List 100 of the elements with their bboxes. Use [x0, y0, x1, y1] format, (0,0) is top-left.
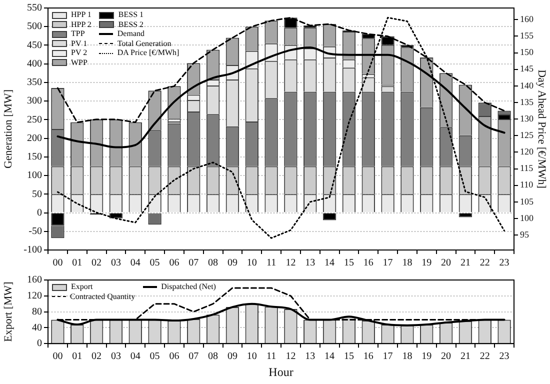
- x-tick-label: 21: [460, 351, 470, 362]
- y-tick-label: 200: [27, 132, 42, 144]
- x-tick-label: 17: [382, 351, 393, 362]
- y2-tick-label: 120: [520, 146, 534, 157]
- x-tick-label: 17: [382, 258, 393, 269]
- x-tick-label: 10: [246, 351, 257, 362]
- y2-tick-label: 155: [520, 30, 534, 41]
- y2-tick-label: 130: [520, 113, 534, 124]
- y2-tick-label: 145: [520, 64, 534, 74]
- y-axis-title: Generation [MW]: [2, 89, 14, 169]
- x-tick-label: 06: [169, 258, 180, 269]
- y2-tick-label: 150: [520, 47, 534, 58]
- y-tick-label: 150: [27, 152, 42, 163]
- legend-label: DA Price [€/MWh]: [117, 48, 180, 57]
- x-tick-label: 05: [150, 351, 160, 362]
- y-tick-label: 500: [27, 21, 42, 32]
- y-tick-label: 100: [27, 170, 42, 182]
- y-tick-label: 120: [27, 290, 42, 302]
- legend-label: Export: [71, 282, 93, 291]
- legend-label: Contracted Quantity: [70, 292, 136, 300]
- y-tick-label: 300: [27, 96, 42, 107]
- x-tick-label: 00: [52, 258, 63, 269]
- y-tick-label: 160: [27, 274, 42, 286]
- y2-tick-label: 95: [520, 229, 530, 240]
- x-tick-label: 22: [480, 258, 490, 269]
- x-tick-label: 15: [344, 351, 354, 362]
- legend-label: HPP 1: [71, 10, 92, 19]
- line-series: [56, 16, 506, 239]
- y-axis-title: Export [MW]: [2, 282, 14, 342]
- x-tick-label: 00: [52, 351, 63, 362]
- x-tick-label: 01: [72, 351, 82, 362]
- y2-tick-label: 160: [520, 14, 534, 24]
- x-tick-label: 19: [422, 351, 432, 362]
- y-tick-label: 450: [27, 40, 42, 51]
- y-tick-label: 250: [27, 114, 42, 126]
- x-tick-label: 22: [480, 351, 490, 362]
- x-tick-label: 13: [305, 351, 316, 362]
- y2-axis-title: Day Ahead Price [€/MWh]: [536, 70, 548, 188]
- x-axis-title: Hour: [268, 364, 294, 379]
- x-tick-label: 14: [324, 351, 335, 362]
- x-tick-label: 11: [266, 351, 276, 362]
- legend-label: PV 1: [71, 38, 88, 48]
- y2-tick-label: 105: [520, 196, 534, 206]
- x-tick-label: 16: [363, 258, 374, 269]
- y2-tick-label: 115: [520, 163, 534, 174]
- legend-label: Dispatched (Net): [161, 282, 216, 291]
- x-tick-label: 23: [499, 258, 510, 269]
- x-tick-label: 03: [110, 351, 121, 362]
- legend-label: TPP: [71, 29, 85, 38]
- legend-label: BESS 2: [118, 20, 144, 28]
- x-tick-label: 05: [150, 258, 160, 269]
- y-tick-label: 80: [32, 306, 42, 318]
- x-tick-label: 12: [286, 351, 296, 362]
- y-tick-label: 550: [27, 2, 42, 14]
- y2-tick-label: 140: [520, 80, 534, 90]
- x-tick-label: 20: [441, 351, 452, 362]
- legend-label: WPP: [71, 58, 88, 66]
- x-tick-label: 07: [188, 258, 199, 269]
- legend-label: BESS 1: [118, 10, 144, 19]
- x-tick-label: 16: [363, 351, 374, 362]
- x-tick-label: 09: [227, 351, 238, 362]
- y-tick-label: 50: [32, 188, 42, 200]
- x-tick-label: 06: [169, 351, 180, 362]
- x-tick-label: 07: [188, 351, 199, 362]
- y-tick-label: 0: [37, 338, 42, 350]
- y2-tick-label: 100: [520, 212, 534, 223]
- x-tick-label: 19: [422, 258, 432, 269]
- y-tick-label: -100: [24, 244, 42, 256]
- legend-label: Demand: [117, 29, 144, 38]
- x-tick-label: 18: [402, 351, 412, 362]
- x-tick-label: 04: [130, 258, 140, 269]
- y-tick-label: 40: [32, 322, 42, 334]
- x-tick-label: 10: [246, 258, 257, 269]
- y2-tick-label: 125: [520, 130, 534, 140]
- x-tick-label: 08: [208, 258, 218, 269]
- x-tick-label: 09: [227, 258, 238, 269]
- y-tick-label: 0: [37, 207, 42, 218]
- x-tick-label: 03: [110, 258, 121, 269]
- y2-tick-label: 110: [520, 180, 534, 190]
- x-tick-label: 04: [130, 351, 140, 362]
- y-tick-label: 400: [27, 58, 42, 70]
- y-tick-label: 350: [27, 77, 42, 88]
- x-tick-label: 21: [460, 258, 470, 269]
- x-tick-label: 02: [92, 258, 102, 269]
- legend-label: HPP 2: [71, 20, 92, 28]
- y-tick-label: -50: [28, 226, 42, 238]
- x-tick-label: 15: [344, 258, 354, 269]
- x-tick-label: 02: [92, 351, 102, 362]
- legend-label: Total Generation: [117, 38, 172, 48]
- x-tick-label: 13: [305, 258, 316, 269]
- x-tick-label: 11: [266, 258, 276, 269]
- x-tick-label: 23: [499, 351, 510, 362]
- x-tick-label: 12: [286, 258, 296, 269]
- x-tick-label: 14: [324, 258, 335, 269]
- x-tick-label: 08: [208, 351, 218, 362]
- x-tick-label: 01: [72, 258, 82, 269]
- x-tick-label: 18: [402, 258, 412, 269]
- y2-tick-label: 135: [520, 96, 534, 107]
- legend-label: PV 2: [71, 48, 88, 57]
- x-tick-label: 20: [441, 258, 452, 269]
